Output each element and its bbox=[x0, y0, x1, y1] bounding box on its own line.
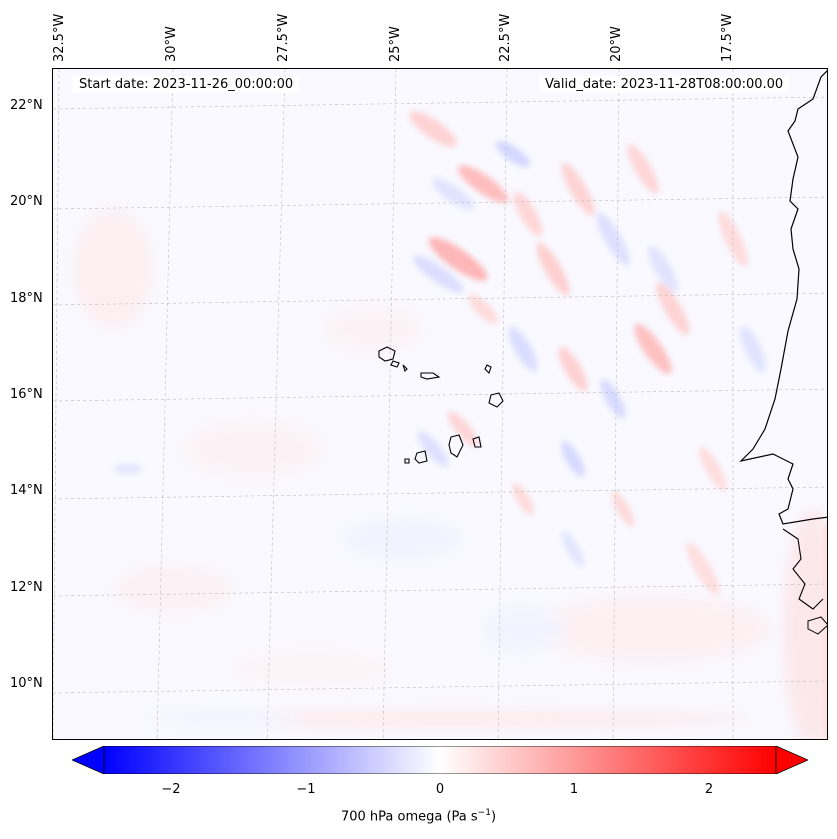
lat-label-14N: 14°N bbox=[10, 483, 43, 498]
lat-label-16N: 16°N bbox=[10, 387, 43, 402]
start-date-label: Start date: 2023-11-26_00:00:00 bbox=[73, 76, 300, 93]
omega-field bbox=[53, 69, 827, 739]
colorbar-tick-m1: −1 bbox=[296, 782, 316, 797]
lon-label-30W: 30°W bbox=[164, 26, 179, 62]
colorbar-title-end: ) bbox=[490, 809, 497, 825]
lat-label-12N: 12°N bbox=[10, 580, 43, 595]
colorbar-gradient bbox=[103, 745, 777, 775]
colorbar-title: 700 hPa omega (Pa s−1) bbox=[0, 808, 837, 824]
lon-label-22.5W: 22.5°W bbox=[498, 13, 513, 62]
map-panel bbox=[52, 68, 828, 740]
lon-label-17.5W: 17.5°W bbox=[720, 13, 735, 62]
colorbar-low-extend bbox=[71, 745, 105, 775]
lat-label-18N: 18°N bbox=[10, 291, 43, 306]
colorbar-tick-2: 2 bbox=[704, 782, 714, 797]
colorbar-tick-m2: −2 bbox=[161, 782, 181, 797]
lat-label-20N: 20°N bbox=[10, 194, 43, 209]
colorbar-tick-1: 1 bbox=[569, 782, 579, 797]
colorbar-tick-0: 0 bbox=[435, 782, 445, 797]
lon-label-20W: 20°W bbox=[609, 26, 624, 62]
lon-label-25W: 25°W bbox=[388, 26, 403, 62]
gridlines bbox=[53, 69, 827, 739]
lat-label-22N: 22°N bbox=[10, 98, 43, 113]
colorbar bbox=[71, 745, 809, 778]
africa-coastline bbox=[739, 70, 827, 525]
lon-label-27.5W: 27.5°W bbox=[276, 13, 291, 62]
lat-label-10N: 10°N bbox=[10, 676, 43, 691]
lon-label-32.5W: 32.5°W bbox=[52, 13, 67, 62]
colorbar-title-sup: −1 bbox=[477, 808, 491, 818]
colorbar-high-extend bbox=[775, 745, 809, 775]
valid-date-label: Valid_date: 2023-11-28T08:00:00.00 bbox=[539, 76, 790, 93]
colorbar-title-text: 700 hPa omega (Pa s bbox=[340, 809, 478, 825]
cape-verde-islands bbox=[378, 346, 504, 464]
